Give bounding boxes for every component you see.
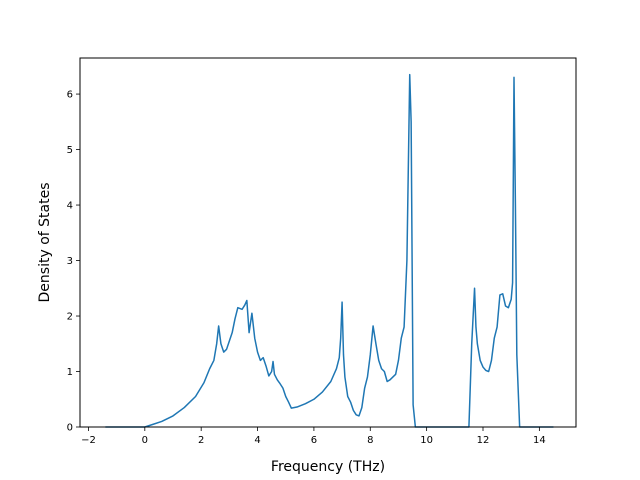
dos-series-line-0 <box>105 73 554 428</box>
y-tick-label: 4 <box>67 201 73 212</box>
x-tick-label: 12 <box>477 435 490 446</box>
x-axis-ticks: −2 0 2 4 6 8 10 12 14 <box>81 427 546 446</box>
y-axis-ticks: 0 1 2 3 4 5 6 <box>67 90 80 434</box>
x-axis-label: Frequency (THz) <box>271 459 385 475</box>
axes-frame <box>79 57 577 428</box>
x-tick-label: 6 <box>311 435 317 446</box>
y-tick-label: 3 <box>67 256 73 267</box>
plot-area <box>105 73 554 428</box>
y-tick-label: 5 <box>67 145 73 156</box>
x-tick-label: 10 <box>420 435 433 446</box>
x-tick-label: 2 <box>198 435 204 446</box>
y-tick-label: 1 <box>67 367 73 378</box>
y-tick-label: 6 <box>67 90 73 101</box>
x-tick-label: 14 <box>533 435 546 446</box>
y-axis-label: Density of States <box>37 183 53 303</box>
y-tick-label: 0 <box>67 423 73 434</box>
x-tick-label: 8 <box>367 435 373 446</box>
y-tick-label: 2 <box>67 312 73 323</box>
x-tick-label: 4 <box>254 435 260 446</box>
x-tick-label: 0 <box>142 435 148 446</box>
x-tick-label: −2 <box>81 435 96 446</box>
